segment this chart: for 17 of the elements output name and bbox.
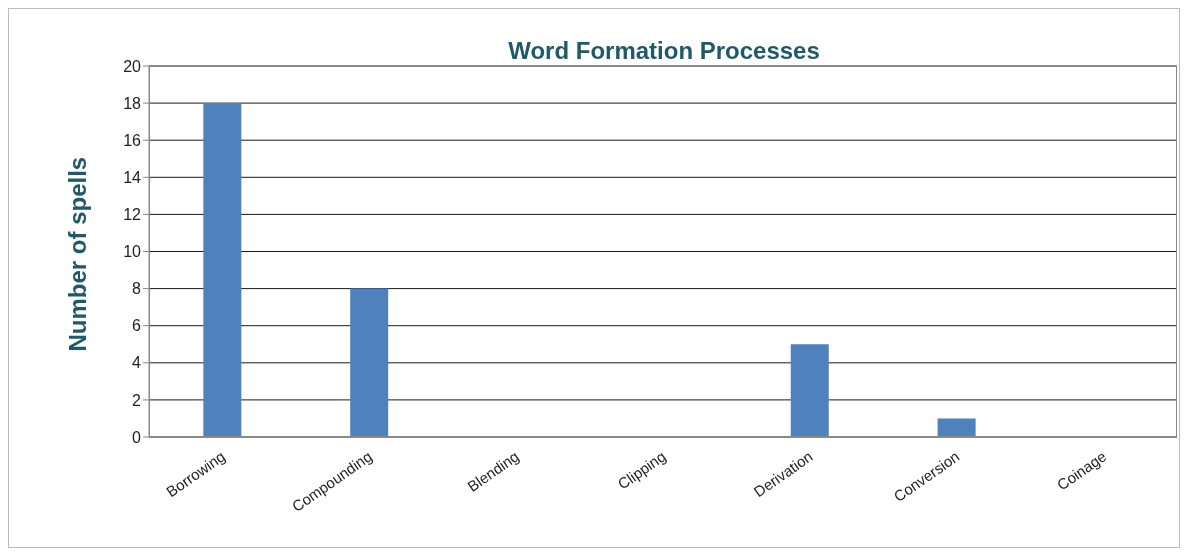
y-tick-label: 16 <box>123 131 142 149</box>
y-tick-label: 14 <box>123 168 142 186</box>
y-tick-label: 10 <box>123 243 142 261</box>
y-tick-label: 8 <box>132 280 142 298</box>
y-tick-label: 18 <box>123 94 142 112</box>
y-tick-label: 2 <box>132 391 142 409</box>
bar <box>350 288 389 437</box>
bar <box>790 344 829 437</box>
y-tick-label: 0 <box>132 428 142 446</box>
bar <box>203 103 242 437</box>
y-axis-title: Number of spells <box>63 156 91 352</box>
bar <box>937 418 976 437</box>
y-tick-label: 4 <box>132 354 142 372</box>
y-tick-label: 20 <box>123 57 142 75</box>
y-tick-label: 6 <box>132 317 142 335</box>
chart-title: Word Formation Processes <box>507 37 821 65</box>
y-tick-label: 12 <box>123 206 142 224</box>
